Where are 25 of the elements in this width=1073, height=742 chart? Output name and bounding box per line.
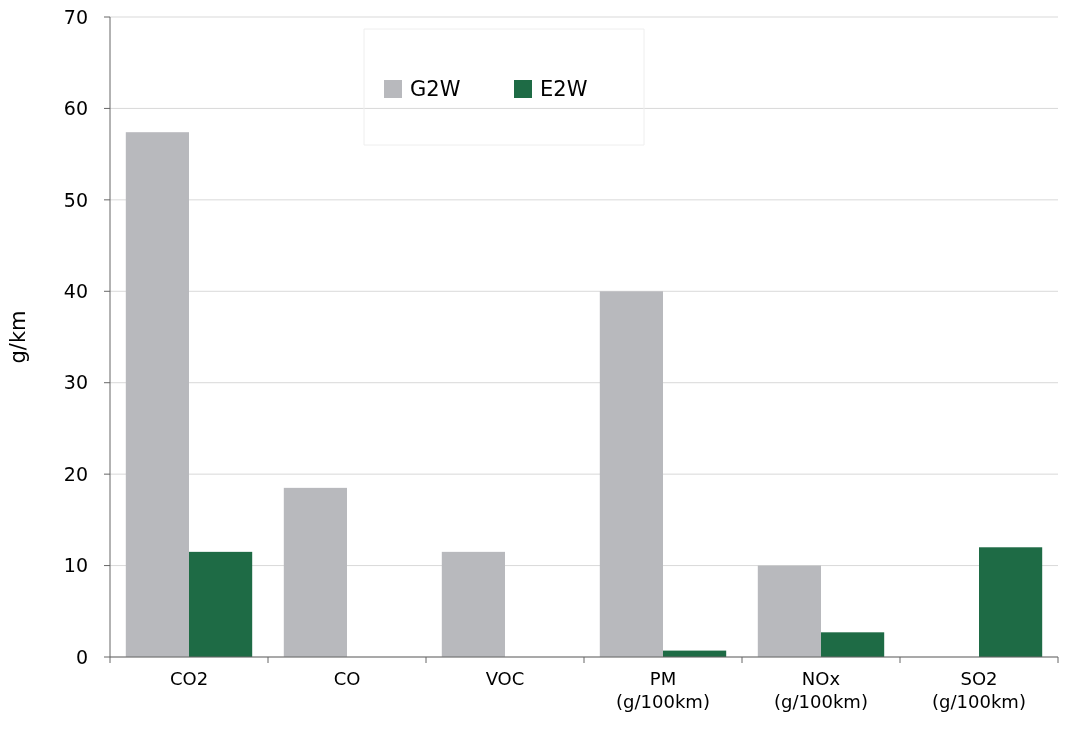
x-tick-label: SO2 (g/100km) <box>932 668 1026 712</box>
bar <box>757 565 821 657</box>
y-tick-label: 70 <box>63 5 88 28</box>
y-tick-label: 10 <box>63 554 88 577</box>
bar <box>283 487 347 657</box>
bar <box>599 291 663 657</box>
x-tick-label: PM (g/100km) <box>616 668 710 712</box>
y-tick-label: 60 <box>63 97 88 120</box>
bar <box>441 551 505 657</box>
y-tick-label: 0 <box>75 645 88 668</box>
bar <box>979 547 1043 657</box>
y-tick-label: 30 <box>63 371 88 394</box>
x-tick-label: NOx (g/100km) <box>774 668 868 712</box>
bar <box>189 551 253 657</box>
x-tick-label: CO2 <box>169 668 209 689</box>
y-tick-label: 20 <box>63 462 88 485</box>
y-axis-title: g/km <box>6 310 30 364</box>
x-tick-label: VOC <box>485 668 525 689</box>
legend-label: G2W <box>410 77 461 102</box>
x-tick-label: CO <box>333 668 361 689</box>
bar <box>821 632 885 657</box>
legend-label: E2W <box>540 77 588 102</box>
y-tick-label: 50 <box>63 188 88 211</box>
bar <box>125 132 189 657</box>
y-tick-label: 40 <box>63 279 88 302</box>
